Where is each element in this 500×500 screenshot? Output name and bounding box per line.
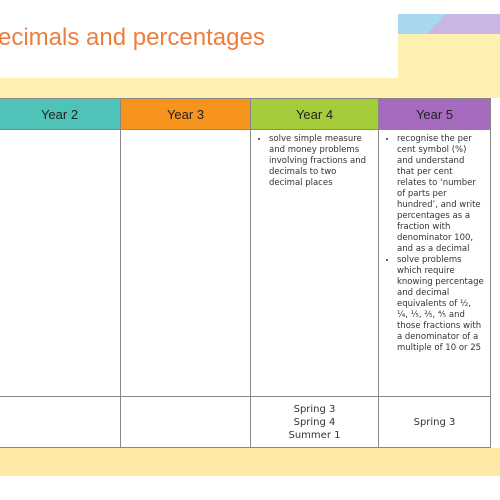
term-label: Summer 1 <box>288 429 341 441</box>
table-row: solve simple measure and money problems … <box>0 129 491 397</box>
table-row: Spring 3 Spring 4 Summer 1 Spring 3 <box>0 396 491 448</box>
column-header: Year 4 <box>250 98 379 130</box>
table-cell <box>120 129 251 397</box>
table-cell <box>120 396 251 448</box>
header-row: Year 2 Year 3 Year 4 Year 5 <box>0 98 491 130</box>
table-cell: solve simple measure and money problems … <box>250 129 379 397</box>
bullet-list: recognise the per cent symbol (%) and un… <box>385 134 484 354</box>
bullet-item: solve problems which require knowing per… <box>397 255 484 354</box>
column-header: Year 5 <box>378 98 491 130</box>
column-header: Year 2 <box>0 98 121 130</box>
table-cell <box>0 396 121 448</box>
bullet-item: recognise the per cent symbol (%) and un… <box>397 134 484 255</box>
table-cell: Spring 3 <box>378 396 491 448</box>
bullet-list: solve simple measure and money problems … <box>257 134 372 189</box>
bullet-item: solve simple measure and money problems … <box>269 134 372 189</box>
yellow-band <box>0 78 500 98</box>
table-cell <box>0 129 121 397</box>
bottom-band <box>0 448 500 476</box>
term-label: Spring 3 <box>413 416 456 428</box>
term-label: Spring 4 <box>293 416 336 428</box>
table-cell: Spring 3 Spring 4 Summer 1 <box>250 396 379 448</box>
blue-stripe <box>398 14 500 34</box>
title: ecimals and percentages <box>0 24 265 51</box>
term-label: Spring 3 <box>293 403 336 415</box>
column-header: Year 3 <box>120 98 251 130</box>
table-cell: recognise the per cent symbol (%) and un… <box>378 129 491 397</box>
